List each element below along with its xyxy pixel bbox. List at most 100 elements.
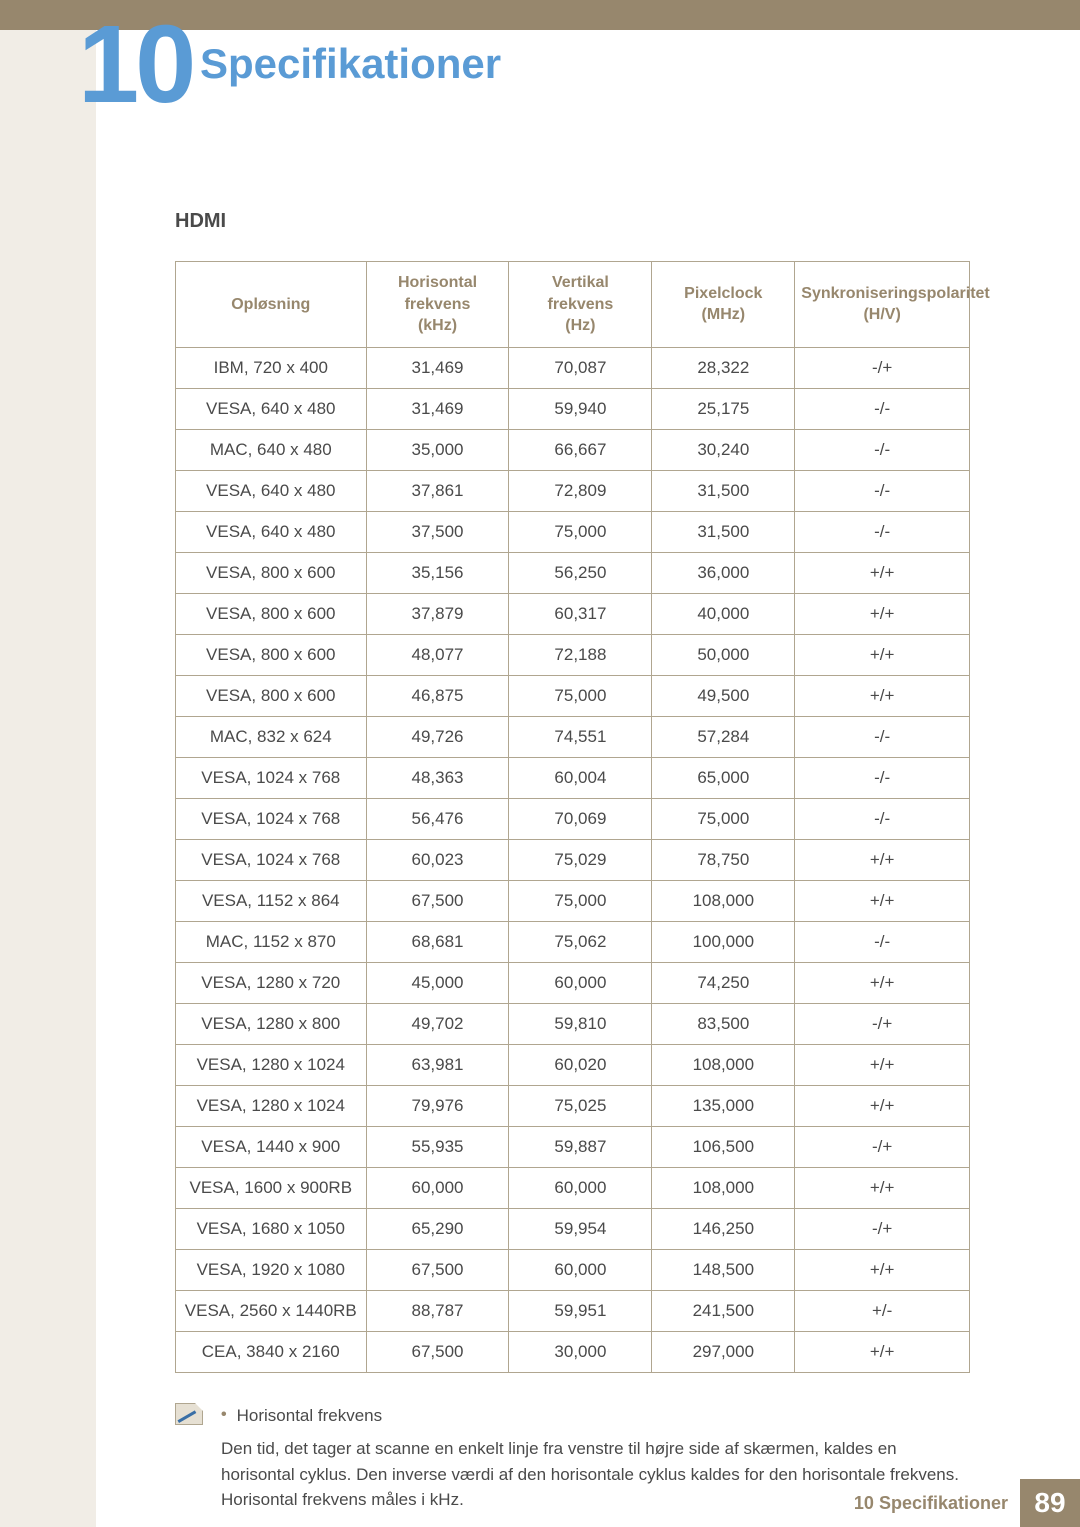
table-row: VESA, 640 x 48037,50075,00031,500-/- <box>176 511 970 552</box>
table-cell: 67,500 <box>366 880 509 921</box>
table-cell: 297,000 <box>652 1331 795 1372</box>
table-cell: 40,000 <box>652 593 795 634</box>
table-cell: 88,787 <box>366 1290 509 1331</box>
table-cell: 67,500 <box>366 1331 509 1372</box>
table-row: VESA, 800 x 60046,87575,00049,500+/+ <box>176 675 970 716</box>
table-cell: -/- <box>795 716 970 757</box>
table-cell: -/+ <box>795 1208 970 1249</box>
table-cell: 135,000 <box>652 1085 795 1126</box>
content-area: HDMI OpløsningHorisontalfrekvens(kHz)Ver… <box>175 210 970 1513</box>
table-cell: VESA, 1024 x 768 <box>176 757 367 798</box>
table-row: VESA, 1280 x 72045,00060,00074,250+/+ <box>176 962 970 1003</box>
table-cell: 60,004 <box>509 757 652 798</box>
table-cell: VESA, 800 x 600 <box>176 634 367 675</box>
page-title: Specifikationer <box>200 40 501 88</box>
table-cell: 60,317 <box>509 593 652 634</box>
table-cell: 75,000 <box>509 511 652 552</box>
table-cell: 45,000 <box>366 962 509 1003</box>
bullet-dot: • <box>221 1403 227 1429</box>
footer-label: 10 Specifikationer <box>854 1493 1020 1514</box>
table-cell: 37,500 <box>366 511 509 552</box>
table-header-cell: Vertikalfrekvens(Hz) <box>509 262 652 348</box>
table-cell: 48,077 <box>366 634 509 675</box>
table-cell: +/+ <box>795 839 970 880</box>
section-heading: HDMI <box>175 210 970 233</box>
table-cell: VESA, 2560 x 1440RB <box>176 1290 367 1331</box>
table-cell: 37,879 <box>366 593 509 634</box>
table-cell: 49,702 <box>366 1003 509 1044</box>
table-cell: -/- <box>795 388 970 429</box>
table-cell: +/+ <box>795 634 970 675</box>
table-cell: 63,981 <box>366 1044 509 1085</box>
note-bullet-title: Horisontal frekvens <box>237 1403 383 1429</box>
table-cell: -/- <box>795 511 970 552</box>
table-cell: 37,861 <box>366 470 509 511</box>
table-row: VESA, 1280 x 102479,97675,025135,000+/+ <box>176 1085 970 1126</box>
table-cell: 31,500 <box>652 511 795 552</box>
table-cell: -/- <box>795 921 970 962</box>
table-cell: 49,726 <box>366 716 509 757</box>
table-row: CEA, 3840 x 216067,50030,000297,000+/+ <box>176 1331 970 1372</box>
table-cell: 75,062 <box>509 921 652 962</box>
table-cell: -/- <box>795 757 970 798</box>
table-cell: 60,000 <box>366 1167 509 1208</box>
table-cell: 30,000 <box>509 1331 652 1372</box>
table-cell: VESA, 640 x 480 <box>176 388 367 429</box>
table-row: VESA, 1152 x 86467,50075,000108,000+/+ <box>176 880 970 921</box>
table-cell: +/+ <box>795 1249 970 1290</box>
table-cell: 108,000 <box>652 1167 795 1208</box>
table-cell: +/+ <box>795 552 970 593</box>
table-cell: 59,887 <box>509 1126 652 1167</box>
table-cell: 59,810 <box>509 1003 652 1044</box>
table-row: VESA, 1440 x 90055,93559,887106,500-/+ <box>176 1126 970 1167</box>
table-row: VESA, 1600 x 900RB60,00060,000108,000+/+ <box>176 1167 970 1208</box>
table-cell: 66,667 <box>509 429 652 470</box>
table-row: VESA, 640 x 48037,86172,80931,500-/- <box>176 470 970 511</box>
table-cell: 65,000 <box>652 757 795 798</box>
table-row: MAC, 1152 x 87068,68175,062100,000-/- <box>176 921 970 962</box>
table-row: MAC, 832 x 62449,72674,55157,284-/- <box>176 716 970 757</box>
table-cell: 70,087 <box>509 347 652 388</box>
table-cell: +/+ <box>795 1331 970 1372</box>
table-cell: 35,156 <box>366 552 509 593</box>
table-cell: 60,000 <box>509 1249 652 1290</box>
table-cell: VESA, 1024 x 768 <box>176 798 367 839</box>
table-cell: 56,250 <box>509 552 652 593</box>
table-cell: 49,500 <box>652 675 795 716</box>
table-cell: 70,069 <box>509 798 652 839</box>
table-cell: +/+ <box>795 880 970 921</box>
table-cell: VESA, 1280 x 720 <box>176 962 367 1003</box>
table-body: IBM, 720 x 40031,46970,08728,322-/+VESA,… <box>176 347 970 1372</box>
table-row: VESA, 640 x 48031,46959,94025,175-/- <box>176 388 970 429</box>
table-cell: 31,469 <box>366 347 509 388</box>
table-cell: 59,954 <box>509 1208 652 1249</box>
table-header-cell: Opløsning <box>176 262 367 348</box>
table-row: VESA, 1024 x 76860,02375,02978,750+/+ <box>176 839 970 880</box>
table-cell: CEA, 3840 x 2160 <box>176 1331 367 1372</box>
table-header-cell: Pixelclock(MHz) <box>652 262 795 348</box>
table-cell: 28,322 <box>652 347 795 388</box>
table-cell: 60,000 <box>509 1167 652 1208</box>
table-cell: +/+ <box>795 1085 970 1126</box>
table-cell: VESA, 1680 x 1050 <box>176 1208 367 1249</box>
table-cell: 75,025 <box>509 1085 652 1126</box>
table-cell: 148,500 <box>652 1249 795 1290</box>
table-cell: 78,750 <box>652 839 795 880</box>
table-cell: VESA, 800 x 600 <box>176 593 367 634</box>
table-cell: 30,240 <box>652 429 795 470</box>
table-cell: VESA, 800 x 600 <box>176 552 367 593</box>
table-cell: 65,290 <box>366 1208 509 1249</box>
table-cell: VESA, 1280 x 1024 <box>176 1044 367 1085</box>
table-cell: IBM, 720 x 400 <box>176 347 367 388</box>
table-cell: 67,500 <box>366 1249 509 1290</box>
table-cell: -/- <box>795 470 970 511</box>
table-cell: 59,940 <box>509 388 652 429</box>
table-row: MAC, 640 x 48035,00066,66730,240-/- <box>176 429 970 470</box>
table-cell: VESA, 800 x 600 <box>176 675 367 716</box>
table-cell: 74,551 <box>509 716 652 757</box>
table-cell: VESA, 1280 x 800 <box>176 1003 367 1044</box>
table-cell: 75,000 <box>652 798 795 839</box>
table-row: VESA, 1920 x 108067,50060,000148,500+/+ <box>176 1249 970 1290</box>
table-cell: 241,500 <box>652 1290 795 1331</box>
table-cell: +/- <box>795 1290 970 1331</box>
